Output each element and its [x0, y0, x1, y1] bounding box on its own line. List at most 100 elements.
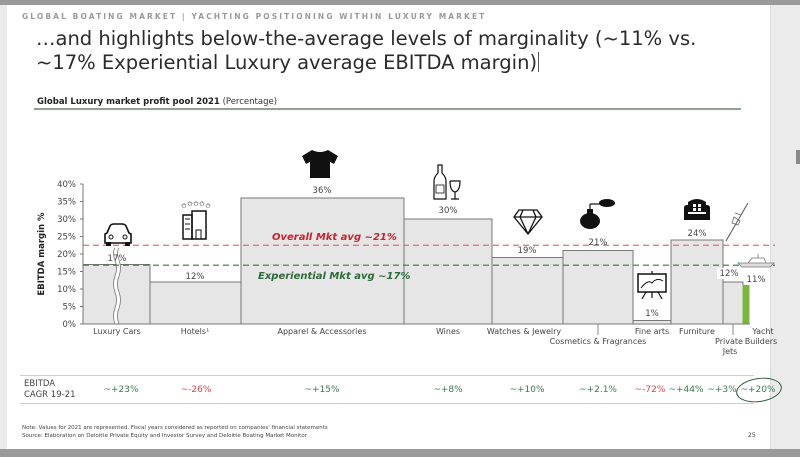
star-icon: ✩: [198, 200, 205, 208]
axis-break-line: [113, 247, 117, 325]
category-label: Cosmetics & Fragrances: [550, 337, 647, 346]
bottom-bar: [0, 449, 800, 457]
painting-icon: [637, 271, 667, 300]
value-label: 12%: [186, 272, 205, 282]
page-number: 25: [748, 432, 756, 439]
cagr-value: ~+20%: [740, 385, 776, 395]
category-label: Hotels¹: [181, 327, 210, 336]
car-light: [122, 234, 128, 240]
category-label: Luxury Cars: [93, 327, 141, 336]
cagr-value: ~-26%: [180, 385, 212, 395]
y-tick-label: 25%: [57, 233, 76, 243]
y-axis-ticks: 0% 5% 10% 15% 20% 25% 30% 35% 40%: [57, 180, 83, 330]
slide-title: …and highlights below-the-average levels…: [36, 27, 736, 75]
value-label: 11%: [747, 275, 766, 285]
bar: [403, 218, 493, 325]
profit-pool-chart: EBITDA margin % 0% 5% 10% 15% 20% 25% 30% 35% 40…: [37, 150, 777, 356]
star-icon: ✩: [186, 200, 193, 208]
wine-icon: [433, 164, 461, 200]
building-right: [191, 210, 207, 240]
bar: [670, 239, 724, 325]
cagr-value: ~+44%: [668, 385, 704, 395]
value-label: 30%: [439, 206, 458, 216]
building-door: [195, 229, 202, 240]
category-icons: ✩ ✩ ✩ ✩ ✩: [104, 150, 775, 300]
cagr-value: ~+10%: [509, 385, 545, 395]
category-label: Furniture: [679, 327, 715, 336]
easel-legs: [641, 271, 663, 300]
category-labels: Luxury Cars Hotels¹ Apparel & Accessories W…: [93, 324, 777, 356]
star-icon: ✩: [192, 200, 199, 208]
reference-label: Experiential Mkt avg ~17%: [258, 271, 410, 282]
cagr-value: ~+3%: [707, 385, 737, 395]
value-label: 19%: [518, 246, 537, 256]
chair-tuft: [698, 208, 701, 211]
y-tick-label: 10%: [57, 285, 76, 295]
category-label: Watches & Jewelry: [487, 327, 562, 336]
category-label: Yacht: [751, 327, 773, 336]
chart-title-bold: Global Luxury market profit pool 2021: [37, 97, 220, 107]
chair-tuft: [693, 208, 696, 211]
perfume-neck: [587, 209, 593, 215]
y-tick-label: 5%: [63, 303, 77, 313]
diamond-shape: [513, 209, 543, 236]
cagr-value: ~-72%: [634, 385, 666, 395]
category-label: Apparel & Accessories: [278, 327, 367, 336]
title-line-2: ~17% Experiential Luxury average EBITDA …: [36, 51, 538, 74]
car-body: [104, 223, 132, 244]
bottle: [433, 164, 447, 200]
tshirt-icon: [302, 150, 338, 178]
cagr-header: EBITDA CAGR 19-21: [24, 379, 76, 401]
y-tick-label: 35%: [57, 198, 76, 208]
scrollbar-track[interactable]: [770, 5, 800, 449]
chair-back: [688, 199, 706, 212]
bars: [82, 197, 750, 325]
axis-break: [114, 247, 120, 325]
text-cursor: [538, 52, 540, 72]
chair-tuft: [693, 204, 696, 207]
bar: [632, 320, 672, 325]
category-label: Builders: [745, 337, 777, 346]
label-background: [717, 268, 741, 279]
yacht-hull: [737, 262, 775, 268]
yacht-cabin: [747, 257, 767, 264]
category-label: Fine arts: [635, 327, 669, 336]
title-line-1: …and highlights below-the-average levels…: [36, 27, 697, 50]
left-margin: [0, 5, 7, 449]
bar: [562, 250, 634, 325]
category-label: Private: [715, 337, 743, 346]
perfume-bottle: [580, 213, 600, 229]
source-text: Source: Elaboration on Deloitte Private …: [22, 433, 307, 439]
jet-fuselage: [725, 202, 749, 242]
bar: [491, 257, 564, 325]
bar: [742, 285, 750, 325]
y-tick-label: 30%: [57, 215, 76, 225]
diamond-icon: [513, 209, 543, 236]
cagr-header-line-1: EBITDA: [24, 379, 56, 389]
value-label: 36%: [313, 186, 332, 196]
title-underline: [34, 108, 741, 110]
category-label: Wines: [436, 327, 460, 336]
cagr-header-line-2: CAGR 19-21: [24, 390, 76, 400]
y-tick-label: 0%: [63, 320, 77, 330]
y-tick-label: 40%: [57, 180, 76, 190]
canvas-art: [640, 278, 664, 289]
table-top-rule: [20, 375, 754, 376]
note-text: Note: Values for 2021 are represented. F…: [22, 425, 328, 431]
glass: [449, 180, 461, 200]
bar: [722, 281, 744, 325]
chart-title-unit: (Percentage): [222, 97, 278, 107]
star-icon: ✩: [180, 202, 187, 210]
yacht-icon: [737, 254, 775, 268]
cagr-value: ~+8%: [433, 385, 463, 395]
hotel-icon: ✩ ✩ ✩ ✩ ✩: [180, 200, 211, 240]
perfume-bulb: [599, 199, 615, 207]
value-label: 24%: [688, 229, 707, 239]
car-light: [108, 234, 114, 240]
reference-label: Overall Mkt avg ~21%: [272, 232, 397, 243]
category-label: Jets: [722, 347, 738, 356]
cagr-value: ~+2.1%: [579, 385, 617, 395]
bottle-label: [435, 184, 445, 194]
car-wheel: [106, 242, 111, 246]
scrollbar-thumb[interactable]: [796, 150, 800, 164]
